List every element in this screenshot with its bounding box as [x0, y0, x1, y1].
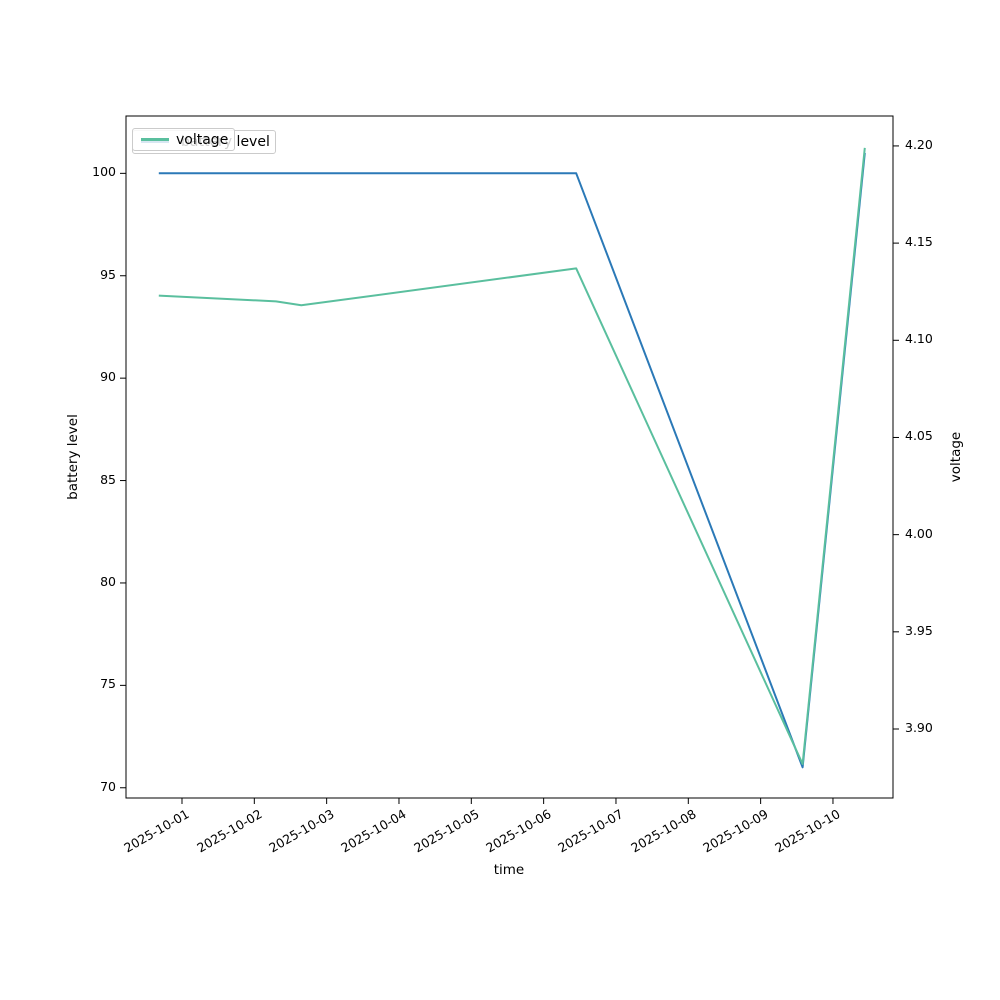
series-line-battery-level — [158, 152, 866, 769]
y-left-tick-label: 80 — [100, 573, 116, 589]
legend-voltage: voltage — [132, 128, 235, 151]
y-right-tick-label: 3.95 — [905, 622, 933, 638]
y-left-tick-label: 100 — [92, 164, 116, 180]
series-line-voltage — [158, 147, 866, 765]
y-left-tick-label: 70 — [100, 778, 116, 794]
axes-spines — [125, 115, 894, 799]
y-left-tick-label: 90 — [100, 369, 116, 385]
y-right-tick-label: 4.10 — [905, 331, 933, 347]
x-axis-label: time — [493, 862, 525, 878]
y-left-tick-label: 95 — [100, 266, 116, 282]
y-axis-label-right: voltage — [948, 431, 964, 483]
y-left-tick-label: 75 — [100, 676, 116, 692]
y-right-tick-label: 4.15 — [905, 234, 933, 250]
y-axis-label-left: battery level — [65, 414, 81, 500]
y-right-tick-label: 3.90 — [905, 720, 933, 735]
y-right-tick-label: 4.00 — [905, 525, 933, 541]
y-left-tick-label: 85 — [100, 471, 116, 487]
y-right-tick-label: 4.20 — [905, 136, 933, 152]
voltage-line-sample — [141, 138, 169, 141]
y-right-tick-label: 4.05 — [905, 428, 933, 444]
legend-voltage-label: voltage — [176, 131, 229, 148]
